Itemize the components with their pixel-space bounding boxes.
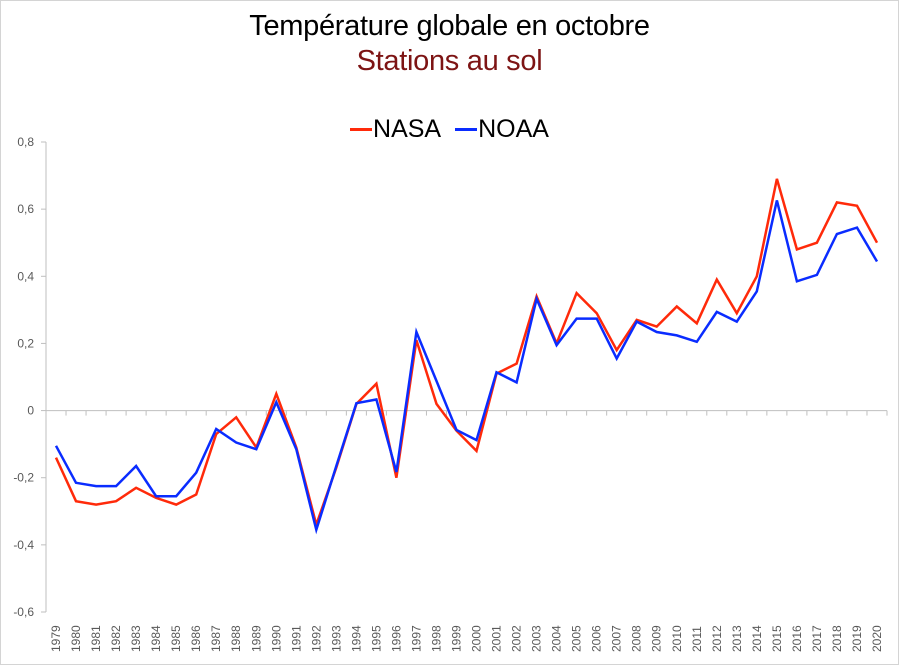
x-tick-label: 1980	[69, 625, 83, 652]
x-tick-label: 2013	[730, 625, 744, 652]
y-axis: -0,6 -0,4 -0,2 0 0,2 0,4 0,6 0,8	[13, 135, 47, 619]
x-tick-label: 2004	[550, 625, 564, 652]
x-tick-label: 1996	[389, 625, 403, 652]
y-tick-label: -0,2	[13, 471, 34, 485]
x-tick-label: 2010	[670, 625, 684, 652]
chart-subtitle: Stations au sol	[356, 45, 543, 77]
series-line-noaa	[54, 200, 879, 535]
y-tick-label: 0,2	[17, 336, 34, 350]
series-line-nasa	[54, 178, 879, 529]
x-tick-label: 2009	[650, 625, 664, 652]
x-tick-label: 1983	[129, 625, 143, 652]
x-tick-label: 2011	[690, 626, 704, 652]
x-tick-label: 1991	[289, 625, 303, 652]
x-tick-label: 2002	[510, 625, 524, 652]
y-tick-label: -0,4	[13, 538, 34, 552]
x-tick-label: 1979	[49, 625, 63, 652]
chart-title: Température globale en octobre	[249, 10, 650, 42]
x-tick-label: 1988	[229, 625, 243, 652]
x-tick-label: 1993	[329, 625, 343, 652]
x-tick-label: 2000	[470, 625, 484, 652]
x-tick-label: 2014	[750, 625, 764, 652]
x-tick-label: 1981	[89, 625, 103, 652]
x-tick-label: 1989	[249, 625, 263, 652]
x-tick-label: 2018	[830, 625, 844, 652]
x-tick-label: 1985	[169, 625, 183, 652]
x-tick-label: 2008	[630, 625, 644, 652]
series-noaa	[54, 200, 879, 535]
legend-item-nasa: NASA	[350, 115, 441, 144]
x-tick-label: 1994	[349, 625, 363, 652]
x-tick-label: 2015	[770, 625, 784, 652]
x-tick-label: 1992	[309, 625, 323, 652]
legend-swatch-nasa	[350, 128, 373, 131]
x-tick-label: 2003	[530, 625, 544, 652]
x-tick-label: 2017	[810, 625, 824, 652]
x-tick-label: 2001	[490, 625, 504, 652]
series-layer	[54, 178, 879, 535]
y-tick-label: 0,6	[17, 202, 34, 216]
x-tick-label: 2020	[870, 625, 884, 652]
x-axis: 1979 1980 1981 1982 1983 1984 1985 1986 1987 1988…	[45, 410, 888, 652]
x-tick-label: 2006	[590, 625, 604, 652]
x-tick-label: 1987	[209, 625, 223, 652]
legend-item-noaa: NOAA	[455, 115, 549, 144]
x-tick-label: 1999	[449, 625, 463, 652]
y-tick-label: 0,4	[17, 269, 34, 283]
x-tick-label: 2019	[850, 625, 864, 652]
legend-label-nasa: NASA	[373, 115, 442, 143]
y-tick-label: 0,8	[17, 135, 34, 149]
x-tick-label: 1997	[409, 625, 423, 652]
y-tick-label: -0,6	[13, 605, 34, 619]
x-tick-label: 2005	[570, 625, 584, 652]
legend-swatch-noaa	[455, 128, 478, 131]
x-tick-label: 1984	[149, 625, 163, 652]
y-tick-label: 0	[27, 404, 34, 418]
x-tick-label: 2007	[610, 625, 624, 652]
series-nasa	[54, 178, 879, 529]
x-tick-label: 1982	[109, 625, 123, 652]
legend-label-noaa: NOAA	[478, 115, 549, 143]
x-tick-label: 2012	[710, 625, 724, 652]
x-tick-label: 1986	[189, 625, 203, 652]
x-tick-label: 1995	[369, 625, 383, 652]
x-tick-label: 1998	[429, 625, 443, 652]
x-tick-label: 2016	[790, 625, 804, 652]
legend: NASA NOAA	[0, 115, 899, 144]
x-tick-label: 1990	[269, 625, 283, 652]
